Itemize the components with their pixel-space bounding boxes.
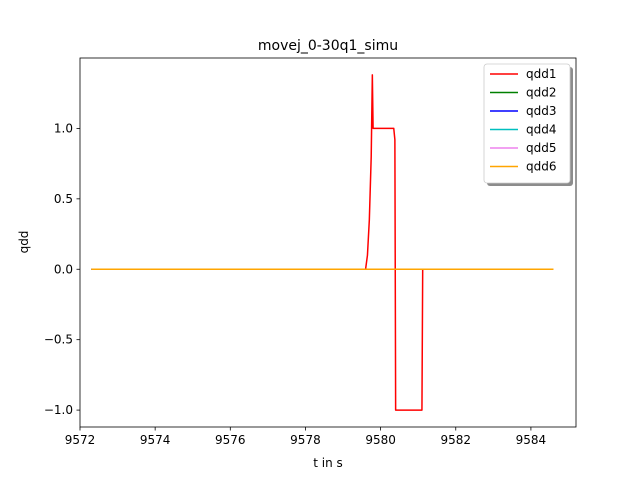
legend-box xyxy=(483,63,571,184)
y-tick-label: 0.5 xyxy=(54,192,73,206)
x-tick-label: 9578 xyxy=(290,433,321,447)
x-tick-label: 9574 xyxy=(140,433,171,447)
x-tick-label: 9576 xyxy=(215,433,246,447)
legend: qdd1 qdd2 qdd3 qdd4 qdd5 qdd6 xyxy=(483,63,573,186)
legend-entry-qdd1: qdd1 xyxy=(526,67,557,81)
x-tick-label: 9580 xyxy=(365,433,396,447)
x-tick-label: 9584 xyxy=(516,433,547,447)
x-tick-label: 9582 xyxy=(440,433,471,447)
y-tick-label: 1.0 xyxy=(54,121,73,135)
chart-title: movej_0-30q1_simu xyxy=(258,38,398,54)
y-tick-label: 0.0 xyxy=(54,262,73,276)
x-axis-label: t in s xyxy=(313,456,343,470)
series-line-qdd1 xyxy=(91,74,554,411)
legend-entry-qdd5: qdd5 xyxy=(526,141,557,155)
x-tick-label: 9572 xyxy=(65,433,96,447)
axes-frame xyxy=(79,57,577,428)
legend-entry-qdd2: qdd2 xyxy=(526,86,557,100)
plot-area xyxy=(79,57,577,428)
legend-entry-qdd4: qdd4 xyxy=(526,123,557,137)
y-tick-label: −0.5 xyxy=(44,333,73,347)
y-axis-label: qdd xyxy=(17,231,31,254)
y-tick-label: −1.0 xyxy=(44,403,73,417)
legend-entry-qdd3: qdd3 xyxy=(526,104,557,118)
axis-ticks: 9572 9574 9576 9578 9580 9582 9584 −1.0 −0.5 0.0 0… xyxy=(44,121,546,447)
legend-entry-qdd6: qdd6 xyxy=(526,160,557,174)
